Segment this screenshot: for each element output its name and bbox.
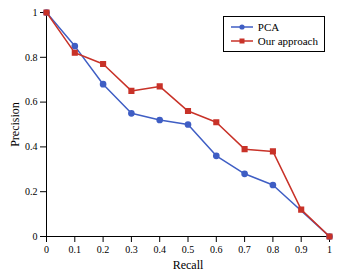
svg-text:0.9: 0.9	[295, 244, 308, 255]
svg-text:Recall: Recall	[173, 258, 204, 272]
svg-text:Precision: Precision	[8, 102, 22, 147]
svg-text:0.2: 0.2	[25, 186, 38, 197]
svg-text:0: 0	[33, 231, 38, 242]
svg-text:0.7: 0.7	[238, 244, 251, 255]
svg-text:0.3: 0.3	[125, 244, 138, 255]
svg-text:0.8: 0.8	[25, 52, 38, 63]
svg-text:0.5: 0.5	[182, 244, 195, 255]
svg-text:0.8: 0.8	[267, 244, 280, 255]
svg-text:0.4: 0.4	[153, 244, 166, 255]
svg-text:1: 1	[327, 244, 332, 255]
svg-text:0.6: 0.6	[25, 96, 38, 107]
svg-text:1: 1	[33, 7, 38, 18]
svg-text:0.1: 0.1	[69, 244, 82, 255]
html-text:Our approach: Our approach	[257, 35, 318, 47]
html-text:PCA: PCA	[257, 21, 280, 33]
svg-text:0.2: 0.2	[97, 244, 110, 255]
svg-text:0: 0	[44, 244, 49, 255]
svg-text:0.6: 0.6	[210, 244, 223, 255]
svg-text:0.4: 0.4	[25, 141, 38, 152]
